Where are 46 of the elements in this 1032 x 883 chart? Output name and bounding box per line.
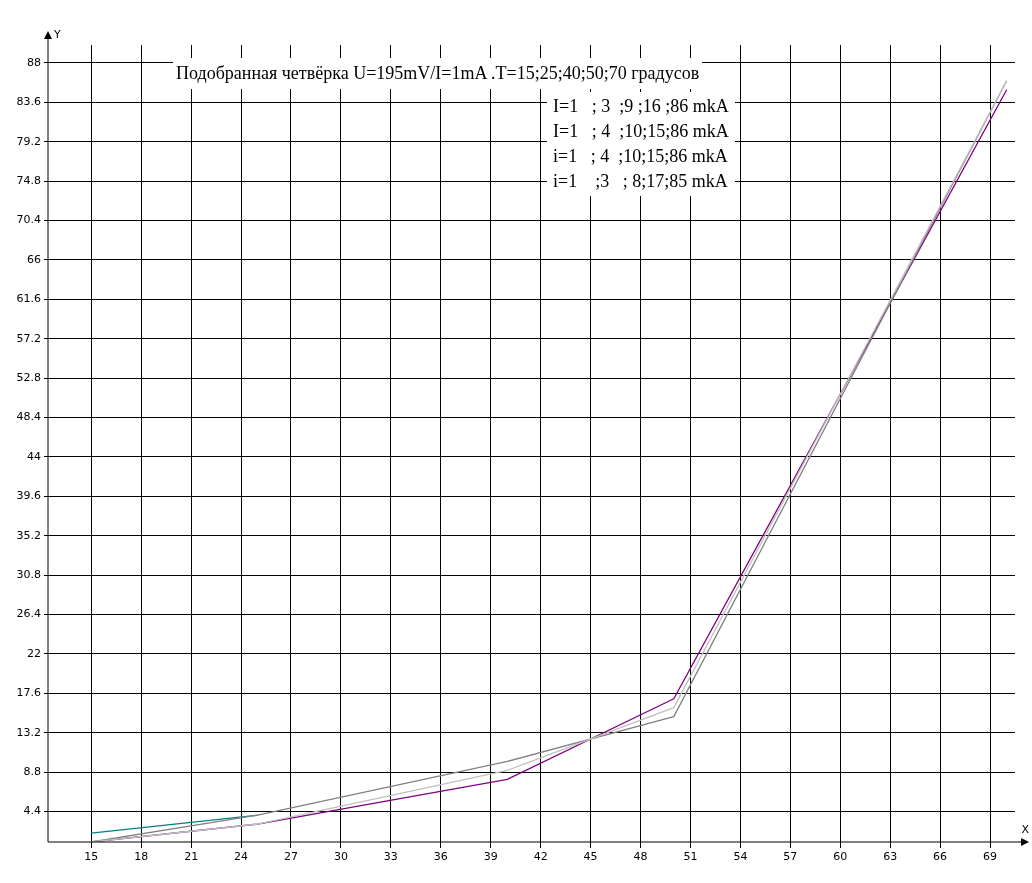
y-tick-label: 35.2 bbox=[16, 528, 41, 542]
x-tick-label: 69 bbox=[983, 850, 998, 864]
y-tick-label: 52.8 bbox=[16, 370, 41, 384]
x-tick-label: 24 bbox=[234, 850, 249, 864]
text: Подобранная четвёрка U=195mV/I=1mA .T=15;25;40;50;70 градусов bbox=[173, 58, 703, 89]
y-tick-label: 26.4 bbox=[16, 607, 41, 621]
x-tick-label: 15 bbox=[84, 850, 99, 864]
x-tick-label: 18 bbox=[134, 850, 149, 864]
annotation: i=1 ;3 ; 8;17;85 mkA bbox=[553, 171, 728, 191]
y-tick-label: 4.4 bbox=[23, 804, 41, 818]
x-tick-label: 30 bbox=[333, 850, 348, 864]
y-tick-label: 74.8 bbox=[16, 173, 41, 187]
x-tick-label: 33 bbox=[383, 850, 398, 864]
y-tick-label: 83.6 bbox=[16, 95, 41, 109]
annotation: I=1 ; 4 ;10;15;86 mkA bbox=[553, 121, 729, 141]
x-tick-label: 27 bbox=[284, 850, 298, 864]
x-tick-label: 60 bbox=[833, 850, 848, 864]
x-tick-label: 45 bbox=[583, 850, 598, 864]
y-tick-label: 66 bbox=[27, 252, 41, 266]
x-tick-label: 57 bbox=[783, 850, 798, 864]
x-tick-label: 66 bbox=[933, 850, 948, 864]
y-tick-label: 88 bbox=[27, 55, 41, 69]
y-tick-label: 70.4 bbox=[16, 213, 41, 227]
y-axis-title: Y bbox=[53, 27, 61, 41]
y-tick-label: 22 bbox=[27, 646, 41, 660]
y-tick-label: 57.2 bbox=[16, 331, 41, 345]
y-tick-label: 44 bbox=[27, 449, 41, 463]
y-tick-label: 17.6 bbox=[16, 686, 41, 700]
annotation: i=1 ; 4 ;10;15;86 mkA bbox=[553, 146, 728, 166]
x-tick-label: 51 bbox=[683, 850, 698, 864]
y-tick-label: 48.4 bbox=[16, 410, 41, 424]
y-tick-label: 79.2 bbox=[16, 134, 41, 148]
x-tick-label: 42 bbox=[533, 850, 548, 864]
y-tick-label: 8.8 bbox=[23, 765, 41, 779]
y-tick-label: 13.2 bbox=[16, 725, 41, 739]
x-tick-label: 63 bbox=[883, 850, 898, 864]
y-tick-label: 30.8 bbox=[16, 568, 41, 581]
annotation: I=1 ; 3 ;9 ;16 ;86 mkA bbox=[553, 96, 729, 116]
x-tick-label: 36 bbox=[433, 850, 448, 864]
x-tick-label: 48 bbox=[633, 850, 648, 864]
y-tick-label: 39.6 bbox=[16, 489, 41, 503]
x-axis-title: X bbox=[1021, 822, 1030, 836]
x-tick-label: 54 bbox=[733, 850, 748, 864]
x-tick-label: 39 bbox=[483, 850, 498, 864]
x-tick-label: 21 bbox=[184, 850, 199, 864]
y-tick-label: 61.6 bbox=[16, 292, 41, 306]
